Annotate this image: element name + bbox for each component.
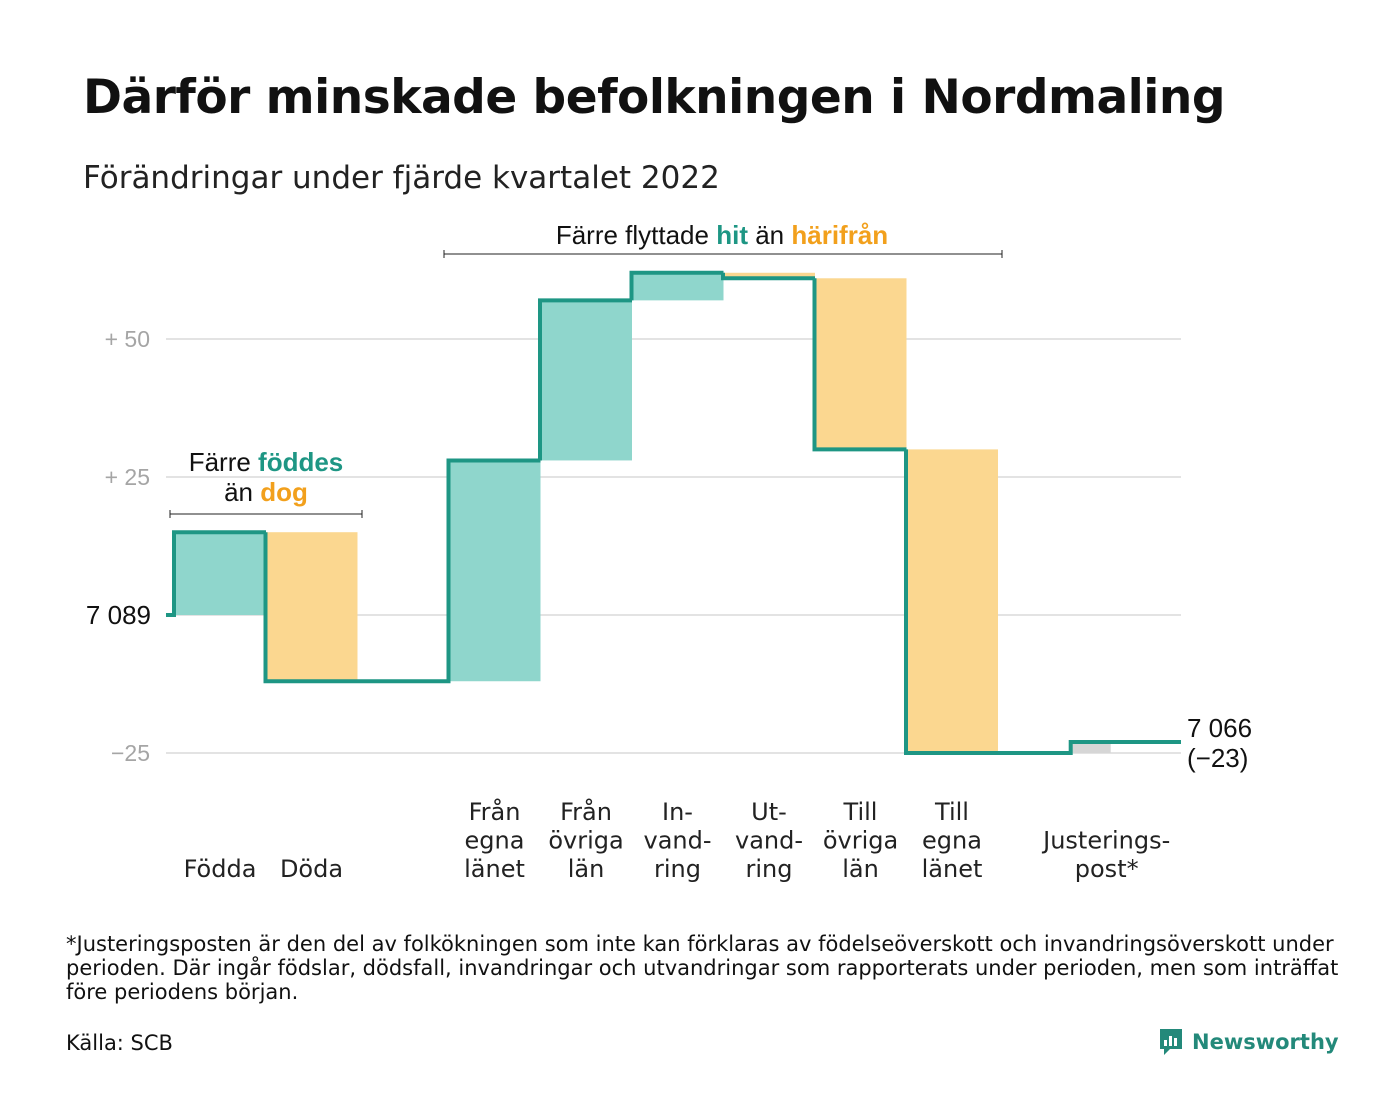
category-label-line: post* (1075, 855, 1139, 883)
category-label-line: egna (465, 827, 525, 855)
category-label-line: vand- (643, 827, 711, 855)
category-label-fran-egna-lanet: Från egna länet (464, 797, 525, 883)
category-label-doda: Döda (280, 855, 343, 883)
category-label-fodda: Födda (184, 855, 257, 883)
category-label-line: länet (922, 855, 983, 883)
y-axis-ticks: + 50 + 25 −25 (105, 326, 150, 766)
end-value-label: 7 066 (1187, 713, 1252, 743)
category-label-line: egna (922, 827, 982, 855)
category-label-invandring: In-vand-ring (643, 798, 711, 883)
start-value-label: 7 089 (86, 600, 151, 630)
migration-bracket: Färre flyttade hit än härifrån (443, 220, 1003, 258)
bar-justeringspost (1070, 741, 1111, 753)
migration-prefix: Färre flyttade (556, 220, 716, 250)
category-label-justeringspost: Justerings-post* (1041, 827, 1170, 884)
brand-logo: Newsworthy (1158, 1027, 1339, 1057)
source-label: Källa: SCB (66, 1031, 173, 1055)
chart-subtitle: Förändringar under fjärde kvartalet 2022 (83, 160, 720, 196)
bar-fran-egna-lanet (448, 460, 541, 682)
bar-fran-ovriga-lan (540, 300, 632, 461)
category-label-line: Ut- (751, 798, 787, 826)
bar-till-egna-lanet (906, 449, 998, 753)
natural-group-label-line2: än dog (224, 477, 308, 507)
category-label-till-egna-lanet: Till egna länet (922, 798, 983, 883)
category-label-line: In- (662, 798, 693, 826)
natural-change-bracket: Färre föddes än dog (169, 447, 363, 518)
migration-group-label: Färre flyttade hit än härifrån (556, 220, 888, 250)
category-label-till-ovriga-lan: Till övriga län (823, 798, 898, 883)
chart-title: Därför minskade befolkningen i Nordmalin… (83, 70, 1226, 125)
category-label-line: Till (843, 798, 878, 826)
bar-invandring (631, 272, 724, 301)
category-label-line: övriga (823, 827, 898, 855)
category-label-fran-ovriga-lan: Från övriga län (548, 797, 623, 883)
natural-prefix-2: än (224, 477, 260, 507)
y-tick-label: + 50 (105, 326, 150, 352)
bars (174, 272, 1111, 753)
category-label-line: Från (469, 797, 521, 826)
migration-mid: än (748, 220, 791, 250)
category-label-line: Från (560, 797, 612, 826)
category-label-utvandring: Ut-vand-ring (735, 798, 803, 883)
category-label-line: Födda (184, 855, 257, 883)
y-tick-label: + 25 (105, 464, 150, 490)
natural-highlight-born: föddes (258, 447, 343, 477)
natural-prefix: Färre (189, 447, 258, 477)
newsworthy-chat-chart-icon (1160, 1029, 1182, 1055)
bar-utvandring (723, 272, 815, 279)
population-step-line (166, 270, 1181, 755)
end-change-label: (−23) (1187, 743, 1248, 773)
natural-group-label-line1: Färre föddes (189, 447, 344, 477)
migration-highlight-here: hit (716, 220, 748, 250)
category-label-line: ring (746, 855, 793, 883)
brand-name: Newsworthy (1192, 1030, 1339, 1054)
category-label-line: ring (654, 855, 701, 883)
bar-till-ovriga-lan (814, 278, 907, 450)
category-label-line: Justerings- (1041, 827, 1170, 855)
category-label-line: vand- (735, 827, 803, 855)
category-label-line: Döda (280, 855, 343, 883)
category-label-line: övriga (548, 827, 623, 855)
category-label-line: län (842, 855, 879, 883)
bar-fodda (174, 532, 266, 615)
migration-highlight-from-here: härifrån (791, 220, 888, 250)
natural-highlight-died: dog (260, 477, 308, 507)
bar-doda (265, 532, 358, 682)
y-tick-label: −25 (111, 740, 150, 766)
category-label-line: länet (464, 855, 525, 883)
category-label-line: län (568, 855, 605, 883)
category-label-line: Till (934, 798, 969, 826)
footnote: *Justeringsposten är den del av folkökni… (66, 932, 1339, 1004)
